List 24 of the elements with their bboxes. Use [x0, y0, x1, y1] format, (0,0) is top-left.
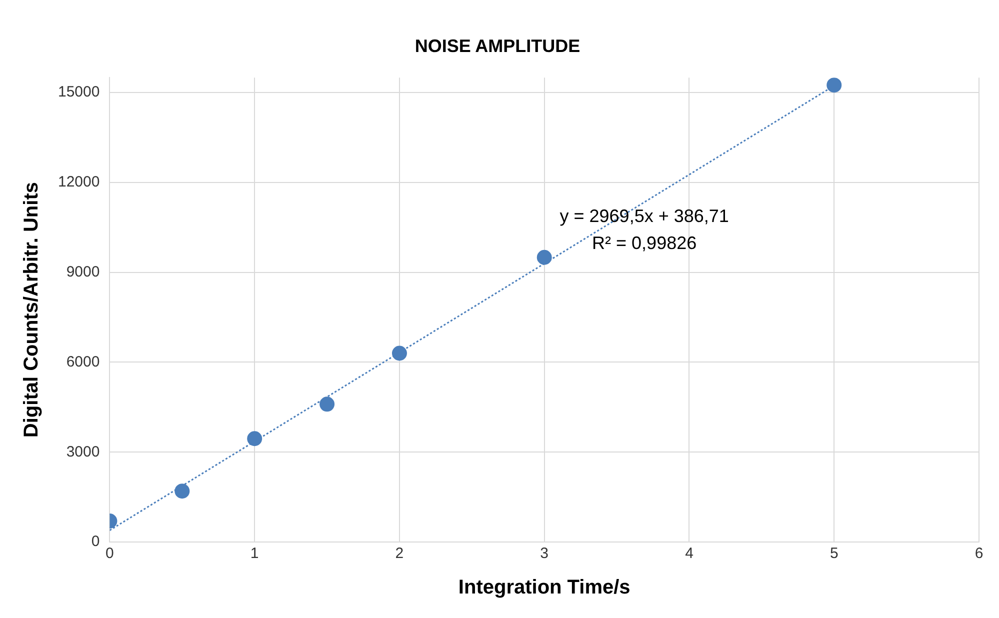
point [174, 484, 190, 499]
annotation: R² = 0,99826 [592, 232, 697, 253]
point [826, 78, 842, 93]
point [247, 431, 262, 446]
y-tick-label: 6000 [66, 353, 100, 370]
y-tick-label: 15000 [58, 84, 100, 101]
x-axis-title: Integration Time/s [458, 576, 630, 599]
x-tick-label: 5 [830, 545, 838, 562]
annotation: y = 2969,5x + 386,71 [560, 206, 729, 226]
point [320, 396, 335, 412]
x-tick-label: 4 [685, 545, 694, 562]
x-tick-label: 2 [395, 545, 404, 562]
x-tick-label: 1 [250, 545, 259, 562]
y-tick-label: 3000 [66, 443, 100, 460]
y-tick-label: 0 [91, 533, 100, 550]
y-tick-label: 12000 [58, 174, 100, 191]
x-tick-label: 3 [540, 545, 549, 562]
point [392, 346, 407, 361]
point [536, 250, 552, 265]
chart-title: NOISE AMPLITUDE [414, 36, 580, 56]
x-tick-label: 0 [106, 545, 114, 562]
y-tick-label: 9000 [66, 263, 100, 280]
y-axis-title: Digital Counts/Arbitr. Units [20, 182, 43, 438]
x-tick-label: 6 [974, 545, 984, 562]
